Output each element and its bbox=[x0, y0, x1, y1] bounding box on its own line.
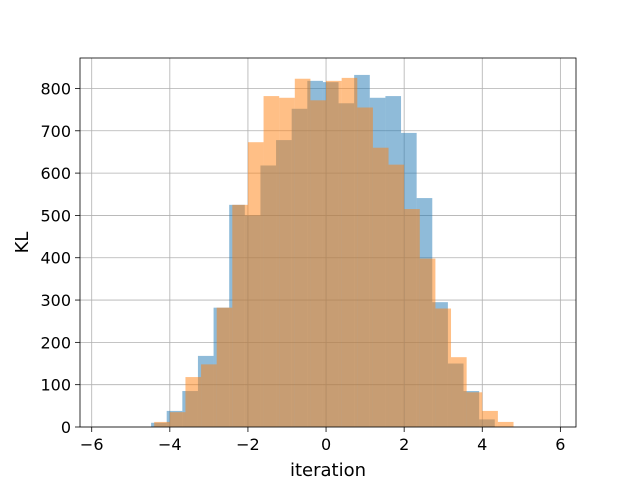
histogram-bar bbox=[482, 410, 498, 427]
histogram-bar bbox=[497, 421, 514, 427]
histogram-bar bbox=[451, 357, 467, 427]
x-tick-label: −6 bbox=[80, 435, 104, 454]
histogram-bar bbox=[232, 204, 248, 427]
histogram-bar bbox=[341, 77, 358, 427]
bars-layer bbox=[151, 74, 514, 428]
y-tick-label: 500 bbox=[40, 206, 71, 225]
y-axis-label: KL bbox=[12, 232, 33, 254]
histogram-bar bbox=[404, 209, 420, 427]
x-tick-label: 4 bbox=[477, 435, 487, 454]
y-tick-label: 700 bbox=[40, 122, 71, 141]
y-tick-label: 400 bbox=[40, 249, 71, 268]
histogram-bar bbox=[263, 96, 280, 427]
histogram-bar bbox=[201, 364, 217, 427]
y-tick-label: 300 bbox=[40, 291, 71, 310]
histogram-bar bbox=[372, 147, 389, 428]
series-1-bars bbox=[154, 77, 514, 428]
histogram-bar bbox=[357, 107, 373, 428]
y-tick-label: 600 bbox=[40, 164, 71, 183]
histogram-bar bbox=[435, 308, 452, 427]
x-tick-label: −4 bbox=[158, 435, 182, 454]
histogram-bar bbox=[326, 80, 342, 427]
histogram-bar bbox=[216, 307, 233, 427]
histogram-bar bbox=[310, 100, 327, 427]
histogram-bar bbox=[388, 164, 405, 427]
plot-frame bbox=[79, 57, 577, 428]
ticks-layer: −6 −4 −2 0 2 4 6 0 100 200 300 400 500 600 700 800 bbox=[40, 79, 565, 454]
y-tick-label: 0 bbox=[61, 418, 71, 437]
y-tick-label: 100 bbox=[40, 376, 71, 395]
histogram-bar bbox=[247, 142, 264, 427]
x-axis-label: iteration bbox=[290, 460, 366, 480]
histogram-bar bbox=[169, 412, 186, 427]
histogram-bar bbox=[154, 421, 170, 427]
histogram-bar bbox=[185, 377, 202, 427]
histogram-bar bbox=[279, 97, 295, 427]
x-tick-label: 2 bbox=[399, 435, 409, 454]
y-tick-label: 800 bbox=[40, 79, 71, 98]
y-tick-label: 200 bbox=[40, 333, 71, 352]
histogram-bar bbox=[466, 392, 483, 427]
histogram-bar bbox=[419, 258, 436, 427]
x-tick-label: 0 bbox=[321, 435, 331, 454]
x-tick-label: 6 bbox=[555, 435, 565, 454]
x-tick-label: −2 bbox=[236, 435, 260, 454]
histogram-bar bbox=[294, 78, 311, 427]
